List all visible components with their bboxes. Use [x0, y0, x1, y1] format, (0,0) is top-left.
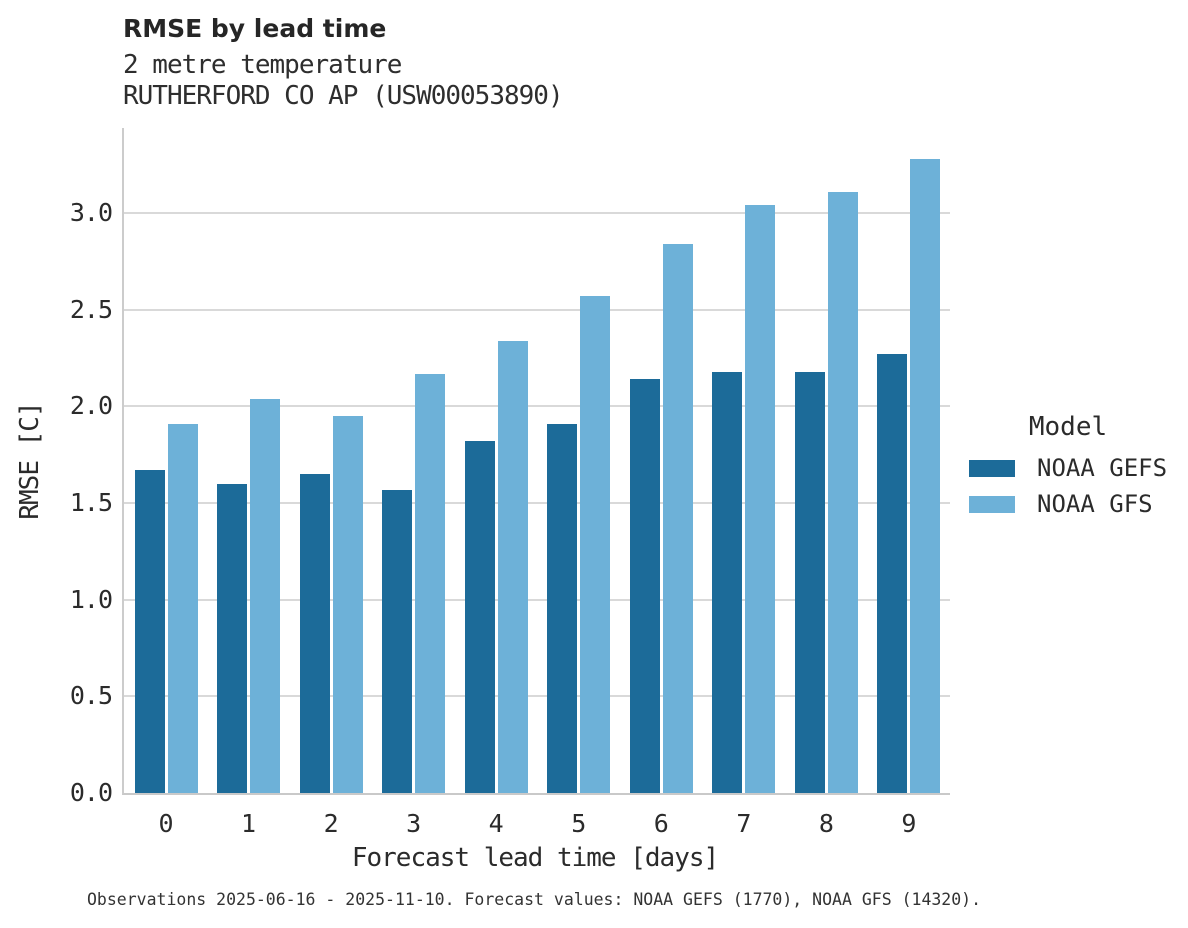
- y-tick-label: 1.5: [69, 488, 113, 518]
- bar-noaa-gefs-day-3: [382, 489, 413, 793]
- legend-items: NOAA GEFS NOAA GFS: [969, 450, 1179, 522]
- bar-noaa-gefs-day-0: [134, 470, 165, 793]
- legend: Model NOAA GEFS NOAA GFS: [969, 412, 1179, 522]
- bar-noaa-gefs-day-5: [547, 423, 578, 793]
- y-tick-label: 0.0: [69, 778, 113, 807]
- legend-item-label: NOAA GEFS: [1037, 454, 1168, 482]
- footer-note: Observations 2025-06-16 - 2025-11-10. Fo…: [87, 890, 982, 909]
- bar-noaa-gfs-day-3: [415, 373, 446, 793]
- legend-item-noaa-gfs: NOAA GFS: [969, 486, 1179, 522]
- gridline: [124, 598, 950, 601]
- legend-title: Model: [1028, 412, 1108, 442]
- legend-swatch: [969, 495, 1015, 513]
- x-tick-label: 5: [571, 809, 587, 838]
- x-tick-label: 2: [323, 809, 339, 838]
- gridline: [124, 502, 950, 505]
- bar-noaa-gfs-day-4: [497, 340, 528, 793]
- y-tick-label: 0.5: [69, 681, 113, 711]
- x-tick-label: 1: [241, 809, 257, 838]
- x-tick-label: 7: [736, 809, 752, 838]
- x-axis-label: Forecast lead time [days]: [351, 843, 719, 873]
- chart-subtitle-variable: 2 metre temperature: [123, 50, 402, 80]
- legend-swatch: [969, 459, 1015, 477]
- x-tick-label: 0: [158, 809, 174, 838]
- bar-noaa-gefs-day-9: [877, 354, 908, 793]
- legend-item-label: NOAA GFS: [1037, 490, 1153, 518]
- gridline: [124, 212, 950, 215]
- gridline: [124, 308, 950, 311]
- bar-noaa-gfs-day-9: [910, 158, 941, 793]
- bar-noaa-gfs-day-6: [662, 244, 693, 793]
- legend-item-noaa-gefs: NOAA GEFS: [969, 450, 1179, 486]
- x-tick-label: 8: [818, 809, 834, 838]
- bar-noaa-gfs-day-1: [250, 398, 281, 793]
- bar-noaa-gefs-day-7: [712, 371, 743, 793]
- bar-noaa-gfs-day-0: [167, 423, 198, 793]
- chart-subtitle-station: RUTHERFORD CO AP (USW00053890): [123, 81, 564, 111]
- bar-noaa-gefs-day-4: [464, 441, 495, 793]
- bar-noaa-gfs-day-7: [745, 205, 776, 793]
- bar-noaa-gfs-day-2: [332, 416, 363, 793]
- y-tick-label: 2.0: [69, 391, 113, 421]
- bar-noaa-gfs-day-5: [580, 296, 611, 793]
- bar-noaa-gfs-day-8: [827, 191, 858, 793]
- x-tick-label: 4: [488, 809, 504, 838]
- y-tick-label: 3.0: [69, 198, 113, 228]
- gridline: [124, 695, 950, 698]
- bar-noaa-gefs-day-6: [629, 379, 660, 793]
- x-tick-label: 3: [406, 809, 422, 838]
- gridline: [124, 405, 950, 408]
- bar-noaa-gefs-day-2: [299, 474, 330, 793]
- y-axis-label: RMSE [C]: [15, 402, 45, 520]
- x-tick-label: 6: [653, 809, 669, 838]
- y-tick-label: 2.5: [69, 294, 113, 324]
- y-tick-label: 1.0: [69, 584, 113, 614]
- bar-noaa-gefs-day-8: [794, 371, 825, 793]
- chart-title: RMSE by lead time: [123, 14, 387, 43]
- plot-area: 0.0 0.5 1.0 1.5 2.0 2.5 3.0 0 1 2 3 4 5 6 7 8 9: [70, 128, 950, 838]
- bar-noaa-gefs-day-1: [217, 483, 248, 793]
- x-tick-label: 9: [901, 809, 917, 838]
